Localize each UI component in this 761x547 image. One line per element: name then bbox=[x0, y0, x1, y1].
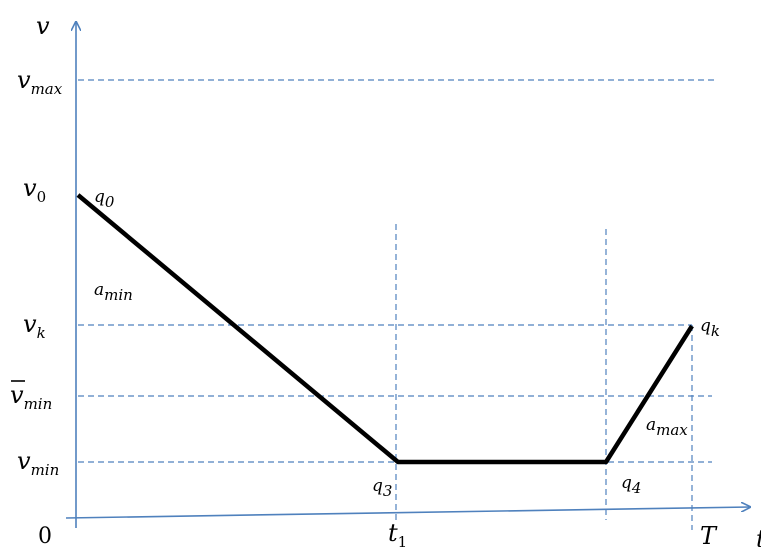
origin-label: 0 bbox=[38, 524, 52, 547]
guide-lines bbox=[78, 79, 716, 530]
qk-label: qk bbox=[700, 316, 720, 340]
a-min-label: amin bbox=[94, 280, 133, 304]
v0-label: v0 bbox=[23, 174, 46, 206]
vmax-label: vmax bbox=[17, 66, 63, 98]
t-axis bbox=[65, 507, 750, 519]
q4-label: q4 bbox=[621, 473, 641, 497]
v-axis-label: v bbox=[36, 12, 50, 40]
vk-label: vk bbox=[23, 310, 46, 342]
t-axis-label: t bbox=[756, 525, 761, 547]
q3-label: q3 bbox=[372, 476, 392, 500]
t1-label: t1 bbox=[388, 519, 407, 547]
vbar-min-label: vmin bbox=[10, 381, 52, 413]
q0-label: q0 bbox=[94, 187, 115, 211]
vmin-label: vmin bbox=[17, 447, 59, 479]
velocity-path bbox=[76, 193, 694, 465]
a-max-label: amax bbox=[646, 415, 688, 439]
T-label: T bbox=[700, 522, 718, 547]
